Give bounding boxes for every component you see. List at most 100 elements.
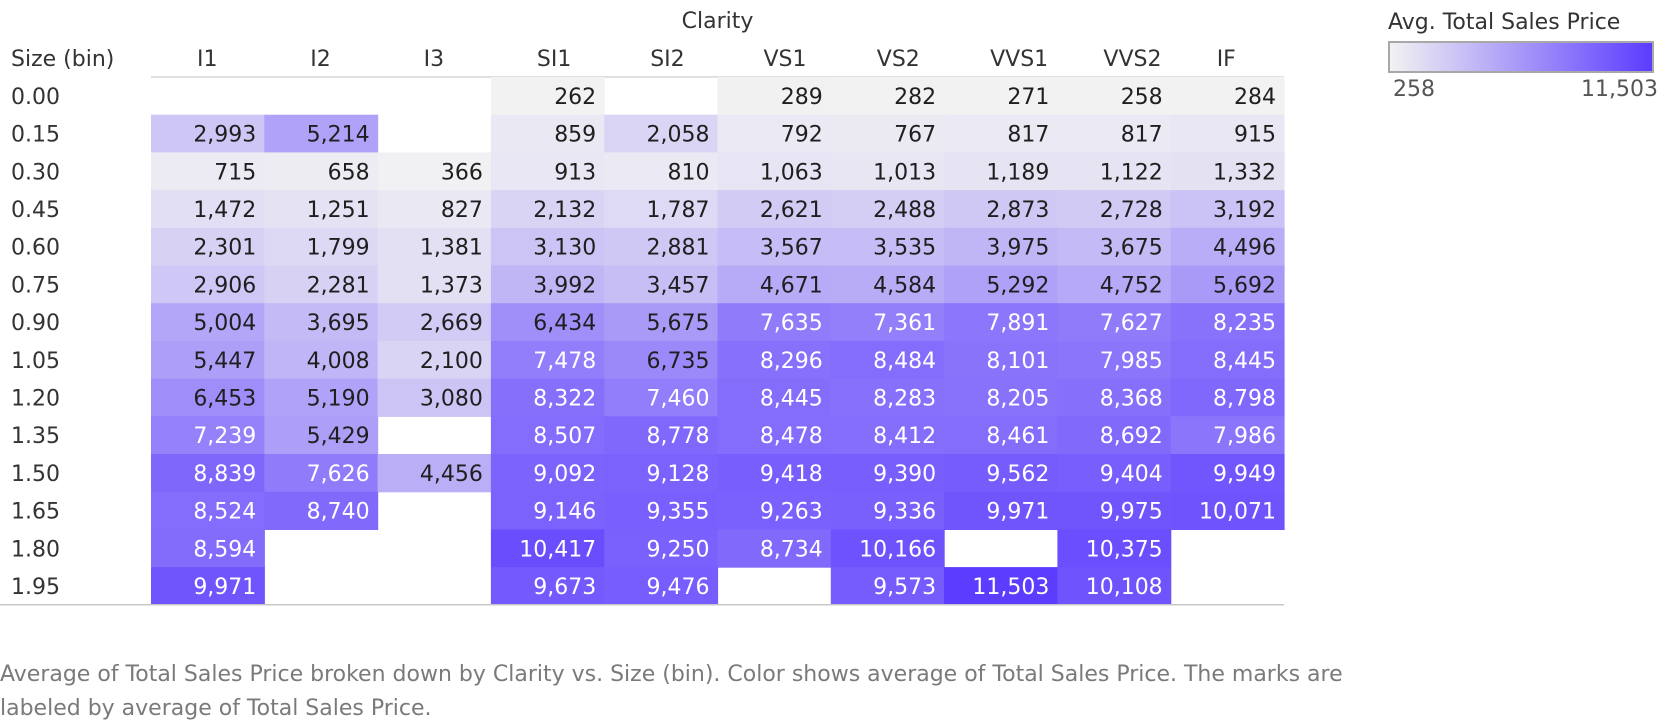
heatmap-cell [830, 303, 945, 342]
heatmap-cell [1057, 529, 1172, 568]
heatmap-cell [377, 303, 492, 342]
row-label: 1.80 [11, 537, 60, 562]
column-header-i3: I3 [424, 47, 445, 72]
cell-value-label: 289 [781, 85, 823, 110]
cell-value-label: 2,058 [647, 123, 710, 148]
heatmap-chart: Clarity Size (bin) I1 I2 I3 SI1 SI2 VS1 VS2 VVS1 V… [0, 9, 1285, 606]
row-label: 1.65 [11, 500, 60, 525]
heatmap-cell [944, 227, 1058, 267]
row-label: 1.35 [11, 424, 60, 449]
cell-value-label: 8,368 [1100, 386, 1163, 411]
cell-value-label: 715 [214, 160, 256, 185]
cell-value-label: 6,434 [533, 311, 596, 336]
cell-value-label: 4,008 [307, 349, 370, 374]
heatmap-cell [490, 340, 605, 380]
heatmap-cell [604, 491, 719, 530]
cell-value-label: 2,132 [533, 198, 596, 223]
cell-value-label: 9,573 [873, 575, 936, 600]
heatmap-cell [604, 454, 719, 493]
heatmap-cell [717, 529, 832, 568]
heatmap-cell [1057, 454, 1172, 493]
column-header-vvs1: VVS1 [990, 47, 1048, 72]
heatmap-cell [944, 114, 1058, 153]
heatmap-cell [377, 152, 492, 191]
cell-value-label: 271 [1007, 85, 1049, 110]
heatmap-cell [944, 340, 1058, 380]
cell-value-label: 9,390 [873, 462, 936, 487]
heatmap-cell [604, 529, 719, 568]
heatmap-cell [830, 190, 945, 229]
cell-value-label: 767 [894, 123, 936, 148]
column-group-label: Clarity [682, 9, 754, 34]
chart-caption: Average of Total Sales Price broken down… [0, 662, 1343, 721]
heatmap-cell [151, 529, 265, 568]
heatmap-cell [717, 190, 832, 229]
cell-value-label: 7,626 [307, 462, 370, 487]
cell-value-label: 1,373 [420, 273, 483, 298]
heatmap-cell [1057, 190, 1172, 229]
heatmap-cell [944, 567, 1058, 606]
cell-value-label: 8,412 [873, 424, 936, 449]
row-label: 0.30 [11, 160, 60, 185]
cell-value-label: 4,671 [760, 273, 823, 298]
cell-value-label: 9,562 [986, 462, 1049, 487]
cell-value-label: 4,496 [1213, 236, 1276, 261]
heatmap-cell [490, 265, 605, 304]
heatmap-cell [944, 152, 1058, 191]
cell-value-label: 9,971 [986, 500, 1049, 525]
heatmap-cell [604, 416, 719, 455]
heatmap-cell [1170, 303, 1285, 342]
heatmap-cell [151, 378, 265, 417]
heatmap-cell [151, 303, 265, 342]
cell-value-label: 9,975 [1100, 500, 1163, 525]
cell-value-label: 827 [441, 198, 483, 223]
cell-value-label: 9,146 [533, 500, 596, 525]
cell-value-label: 1,472 [193, 198, 256, 223]
cell-value-label: 8,296 [760, 349, 823, 374]
row-header-label: Size (bin) [11, 47, 114, 72]
cell-value-label: 9,971 [193, 575, 256, 600]
heatmap-cell [717, 265, 832, 304]
heatmap-cell [604, 227, 719, 267]
heatmap-cell [490, 567, 605, 606]
cell-value-label: 8,839 [193, 462, 256, 487]
cell-value-label: 282 [894, 85, 936, 110]
heatmap-cell [377, 227, 492, 267]
heatmap-cell [1057, 227, 1172, 267]
heatmap-cell [490, 152, 605, 191]
cell-value-label: 3,130 [533, 236, 596, 261]
heatmap-cell [717, 114, 832, 153]
heatmap-cell [1170, 77, 1285, 116]
heatmap-cell [717, 152, 832, 191]
heatmap-cell [151, 340, 265, 380]
heatmap-cell [264, 416, 379, 455]
heatmap-cell [1057, 265, 1172, 304]
heatmap-cell [1170, 152, 1285, 191]
heatmap-cell [1057, 567, 1172, 606]
cell-value-label: 4,456 [420, 462, 483, 487]
heatmap-cell [717, 454, 832, 493]
column-header-if: IF [1217, 47, 1236, 72]
legend-labels: 258 11,503 [1388, 77, 1658, 107]
cell-value-label: 913 [554, 160, 596, 185]
heatmap-cell [377, 454, 492, 493]
heatmap-cell [151, 227, 265, 267]
heatmap-cell [1170, 378, 1285, 417]
cell-value-label: 859 [554, 123, 596, 148]
heatmap-cell [264, 303, 379, 342]
cell-value-label: 915 [1234, 123, 1276, 148]
row-label: 1.20 [11, 386, 60, 411]
heatmap-cell [944, 77, 1058, 116]
heatmap-cell [151, 265, 265, 304]
legend-min-label: 258 [1393, 77, 1435, 102]
heatmap-cell [717, 340, 832, 380]
cell-value-label: 8,778 [647, 424, 710, 449]
heatmap-cell [604, 567, 719, 606]
cell-value-label: 7,986 [1213, 424, 1276, 449]
cell-value-label: 7,478 [533, 349, 596, 374]
cell-value-label: 658 [328, 160, 370, 185]
cell-value-label: 3,192 [1213, 198, 1276, 223]
row-label: 1.95 [11, 575, 60, 600]
cell-value-label: 4,584 [873, 273, 936, 298]
heatmap-cell [490, 77, 605, 116]
